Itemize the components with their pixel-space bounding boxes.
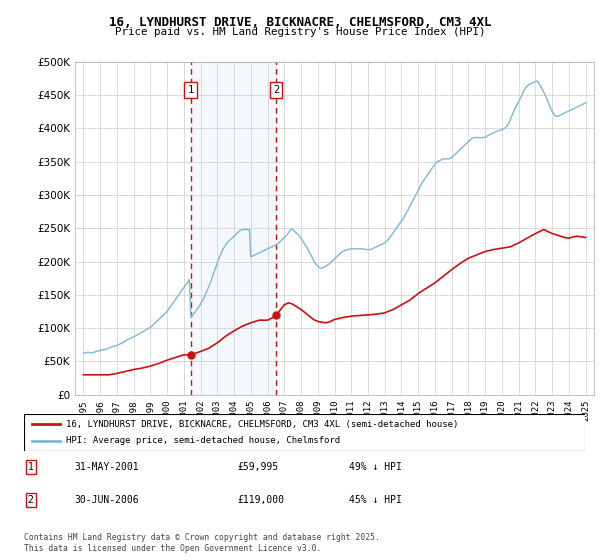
Text: HPI: Average price, semi-detached house, Chelmsford: HPI: Average price, semi-detached house,… (66, 436, 340, 445)
Text: 1: 1 (28, 462, 34, 472)
Text: 30-JUN-2006: 30-JUN-2006 (74, 495, 139, 505)
Text: £119,000: £119,000 (237, 495, 284, 505)
Bar (191, 62, 276, 395)
Text: 2: 2 (273, 85, 279, 95)
Text: 1: 1 (187, 85, 194, 95)
Text: 31-MAY-2001: 31-MAY-2001 (74, 462, 139, 472)
Text: 2: 2 (28, 495, 34, 505)
Text: 16, LYNDHURST DRIVE, BICKNACRE, CHELMSFORD, CM3 4XL (semi-detached house): 16, LYNDHURST DRIVE, BICKNACRE, CHELMSFO… (66, 420, 458, 429)
Text: 16, LYNDHURST DRIVE, BICKNACRE, CHELMSFORD, CM3 4XL: 16, LYNDHURST DRIVE, BICKNACRE, CHELMSFO… (109, 16, 491, 29)
Text: £59,995: £59,995 (237, 462, 278, 472)
Text: Contains HM Land Registry data © Crown copyright and database right 2025.
This d: Contains HM Land Registry data © Crown c… (24, 533, 380, 553)
Text: 45% ↓ HPI: 45% ↓ HPI (349, 495, 402, 505)
Text: 49% ↓ HPI: 49% ↓ HPI (349, 462, 402, 472)
Text: Price paid vs. HM Land Registry's House Price Index (HPI): Price paid vs. HM Land Registry's House … (115, 27, 485, 37)
